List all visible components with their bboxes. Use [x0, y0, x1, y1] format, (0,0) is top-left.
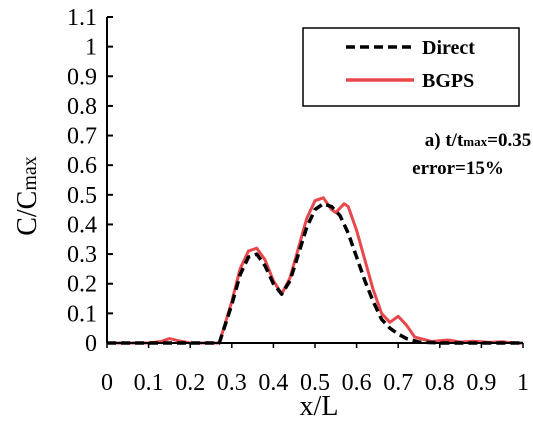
x-tick-label: 0.5 — [300, 370, 330, 396]
y-tick-label: 0.7 — [67, 124, 97, 150]
y-tick-label: 1.1 — [67, 5, 97, 31]
y-tick-label: 0 — [85, 331, 97, 357]
y-axis-title: C/Cmax — [12, 156, 43, 236]
legend: Direct BGPS — [302, 27, 520, 107]
y-tick-label: 0.2 — [67, 272, 97, 298]
series-line-bgps — [107, 196, 523, 345]
y-axis-ticks: 0 0.1 0.2 0.3 0.4 0.5 0.6 0.7 0.8 0.9 1 1.1 — [67, 5, 113, 357]
x-tick-label: 0.6 — [342, 370, 372, 396]
x-axis-ticks: 0 0.1 0.2 0.3 0.4 0.5 0.6 0.7 0.8 0.9 1 — [101, 343, 529, 396]
annotation: a) t/tmax=0.35 error=15% — [412, 130, 531, 179]
y-tick-label: 0.4 — [67, 212, 97, 238]
y-tick-label: 0.5 — [67, 183, 97, 209]
annotation-line-2: error=15% — [412, 158, 504, 179]
x-tick-label: 0 — [101, 370, 113, 396]
x-tick-label: 0.4 — [258, 370, 288, 396]
series-line-direct — [107, 201, 523, 345]
x-tick-label: 0.1 — [134, 370, 164, 396]
legend-label-bgps: BGPS — [422, 70, 474, 92]
x-tick-label: 0.9 — [466, 370, 496, 396]
series-layer — [107, 196, 523, 345]
y-tick-label: 0.1 — [67, 301, 97, 327]
x-tick-label: 0.7 — [383, 370, 413, 396]
y-tick-label: 0.6 — [67, 153, 97, 179]
y-tick-label: 0.9 — [67, 64, 97, 90]
y-tick-label: 0.8 — [67, 94, 97, 120]
y-tick-label: 1 — [85, 35, 97, 61]
annotation-line-1: a) t/tmax=0.35 — [425, 130, 531, 151]
x-tick-label: 0.8 — [425, 370, 455, 396]
plot-area: 0 0.1 0.2 0.3 0.4 0.5 0.6 0.7 0.8 0.9 1 1.1 0 0.1 0.2… — [67, 5, 529, 396]
x-axis-title: x/L — [300, 391, 339, 422]
x-tick-label: 0.2 — [175, 370, 205, 396]
x-tick-label: 0.3 — [217, 370, 247, 396]
legend-label-direct: Direct — [422, 37, 475, 59]
legend-box — [302, 27, 520, 107]
y-tick-label: 0.3 — [67, 242, 97, 268]
x-tick-label: 1 — [517, 370, 529, 396]
